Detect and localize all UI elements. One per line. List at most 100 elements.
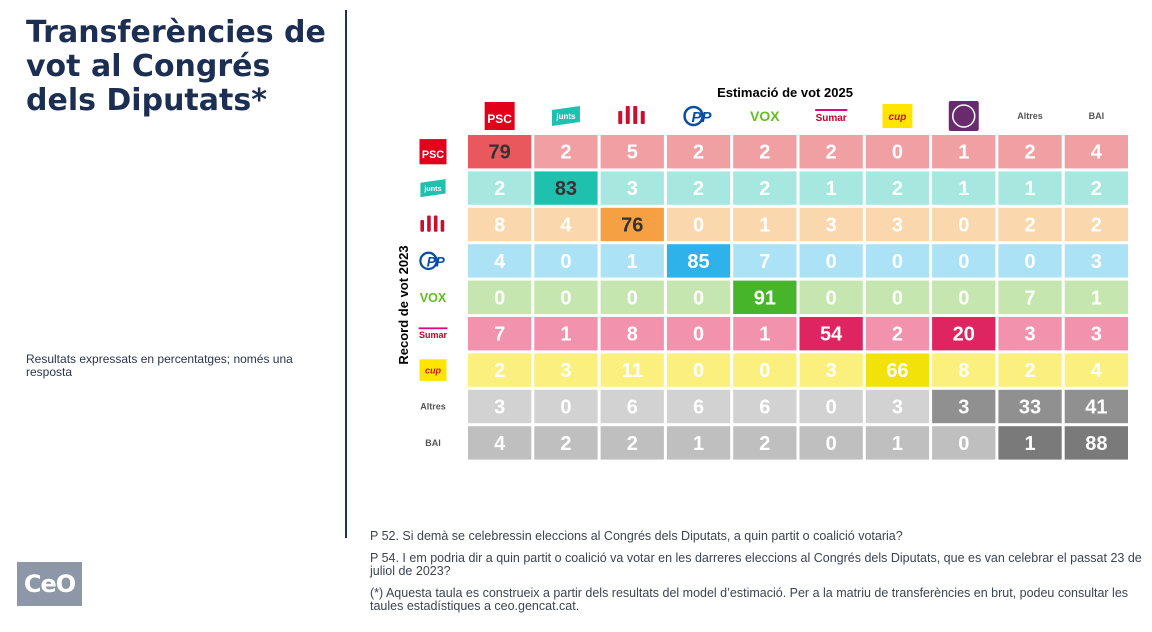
divider-line [345,10,347,538]
cell-value: 2 [494,360,505,382]
cell-value: 3 [958,397,969,419]
footnote-p54: P 54. I em podria dir a quin partit o co… [370,551,1142,578]
cell-value: 1 [627,251,638,273]
label-altres: Altres [1017,111,1043,121]
heatmap-cell [799,426,863,460]
cell-value: 0 [958,433,969,455]
heatmap-cell [600,207,664,242]
cell-value: 4 [560,215,572,237]
cell-value: 3 [627,178,638,200]
cell-value: 1 [1024,178,1035,200]
heatmap-cell [600,317,664,351]
cell-value: 2 [1024,215,1035,237]
svg-text:junts: junts [555,112,576,121]
cell-value: 2 [560,433,571,455]
party-logo-vox: VOX [750,108,780,124]
party-logo-pp: PP [683,105,713,127]
heatmap-cell [865,207,930,242]
cell-value: 1 [1091,287,1102,309]
cell-value: 3 [892,397,903,419]
cell-value: 0 [826,287,837,309]
party-logo-junts: junts [420,179,446,198]
party-logo-psc: PSC [419,139,447,165]
party-logo-vox: VOX [420,291,447,305]
cell-value: 1 [693,433,704,455]
heatmap-cell [998,389,1062,424]
heatmap-cell [600,171,664,205]
heatmap-cell [1064,353,1128,387]
cell-value: 0 [693,215,704,237]
cell-value: 6 [759,397,770,419]
cell-value: 3 [826,360,837,382]
cell-value: 1 [958,178,969,200]
heatmap-cell [666,389,731,424]
cell-value: 3 [494,397,505,419]
party-logo-junts: junts [551,106,580,126]
label-altres: Altres [420,402,446,412]
cell-value: 0 [560,397,571,419]
ceo-logo: CeO [17,562,82,606]
heatmap-cell [600,280,664,314]
cell-value: 0 [560,251,571,273]
cell-value: 2 [759,178,770,200]
heatmap-cell [865,244,930,278]
heatmap-cell [733,426,797,460]
cell-value: 3 [1091,251,1102,273]
heatmap-cell [534,244,598,278]
cell-value: 88 [1085,433,1107,455]
heatmap-cell [534,389,598,424]
heatmap-cell [799,171,863,205]
party-logo-pp: PP [419,251,446,271]
cell-value: 0 [958,215,969,237]
heatmap-cell [534,353,598,387]
heatmap-cell [666,244,731,278]
cell-value: 6 [627,397,638,419]
cell-value: 41 [1085,397,1107,419]
cell-value: 4 [494,433,506,455]
cell-value: 2 [892,178,903,200]
cell-value: 66 [886,360,908,382]
cell-value: 1 [958,142,969,164]
heatmap-cell [932,317,996,351]
svg-text:cup: cup [889,112,907,123]
heatmap-cell [733,244,797,278]
heatmap-cell [799,280,863,314]
cell-value: 2 [494,178,505,200]
cell-value: 7 [759,251,770,273]
heatmap-cell [468,280,532,314]
heatmap-cell [932,280,996,314]
heatmap-cell [600,353,664,387]
heatmap-cell [666,171,731,205]
svg-text:cup: cup [425,366,442,376]
cell-value: 4 [1091,142,1103,164]
heatmap-cell [865,171,930,205]
cell-value: 0 [560,287,571,309]
footnotes: P 52. Si demà se celebressin eleccions a… [370,530,1145,622]
heatmap-cell [1064,280,1128,314]
heatmap-cell [468,244,532,278]
cell-value: 3 [892,215,903,237]
heatmap-cell [799,317,863,351]
heatmap-cell [865,353,930,387]
subtitle-note: Resultats expressats en percentatges; no… [26,352,293,379]
heatmap-cell [733,353,797,387]
svg-text:PSC: PSC [422,149,444,161]
cell-value: 3 [560,360,571,382]
cell-value: 0 [958,251,969,273]
heatmap-cell [468,171,532,205]
column-headers: PSC junts PP VOX Sumar cup Altres BAI [484,101,1104,131]
heatmap-cell [865,135,930,169]
cell-value: 2 [560,142,571,164]
heatmap-cell [865,426,930,460]
heatmap-cell [1064,171,1128,205]
svg-text:VOX: VOX [420,291,447,305]
cell-value: 2 [759,142,770,164]
heatmap-cell [932,135,996,169]
cell-value: 7 [1024,287,1035,309]
heatmap-cell [534,171,598,205]
cell-value: 2 [1024,142,1035,164]
cell-value: 2 [1024,360,1035,382]
cell-value: 2 [826,142,837,164]
svg-text:PP: PP [427,254,446,269]
heatmap-cell [600,389,664,424]
